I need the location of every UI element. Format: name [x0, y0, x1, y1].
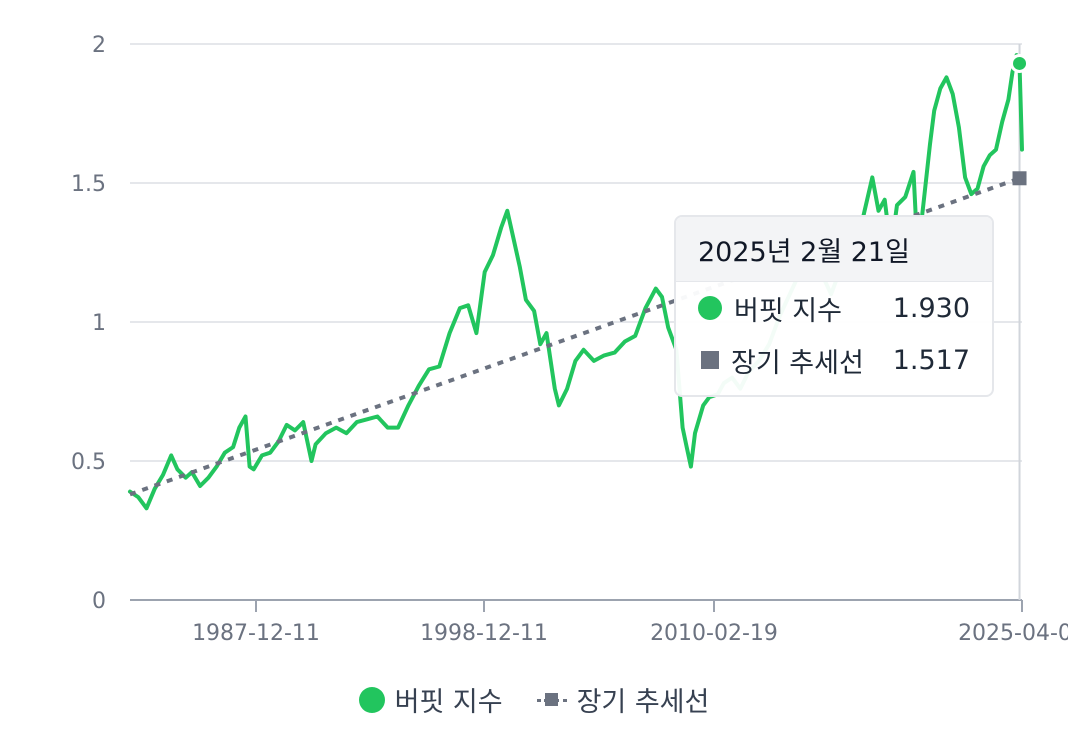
legend-item-buffett[interactable]: 버핏 지수 [358, 680, 503, 719]
active-point-buffett [1010, 53, 1030, 73]
tooltip-series-value: 1.930 [892, 292, 970, 324]
tooltip-row-buffett: 버핏 지수 1.930 [676, 282, 992, 334]
x-tick-label: 2010-02-19 [650, 621, 778, 646]
y-tick-label: 1.5 [71, 172, 106, 197]
y-tick-label: 0 [92, 589, 106, 614]
series-line-trend [129, 176, 1021, 497]
y-tick-label: 1 [92, 311, 106, 336]
legend-label: 장기 추세선 [576, 687, 710, 718]
tooltip-series-name: 장기 추세선 [731, 347, 864, 379]
circle-marker-icon [698, 296, 722, 320]
x-tick-label: 1998-12-11 [420, 621, 548, 646]
x-tick-label: 1987-12-11 [192, 621, 320, 646]
tooltip-series-name: 버핏 지수 [734, 295, 842, 327]
square-marker-icon [701, 351, 719, 369]
dotted-square-marker-icon [536, 687, 567, 713]
circle-marker-icon [358, 686, 385, 713]
active-point-trend [1012, 171, 1027, 186]
x-tick-label: 2025-04-04 [958, 621, 1068, 646]
y-tick-label: 0.5 [71, 450, 106, 475]
tooltip-title: 2025년 2월 21일 [676, 217, 992, 282]
legend-label: 버핏 지수 [394, 687, 503, 718]
y-tick-label: 2 [92, 33, 106, 58]
chart-tooltip: 2025년 2월 21일 버핏 지수 1.930 장기 추세선 1.517 [674, 215, 994, 397]
legend-item-trend[interactable]: 장기 추세선 [536, 680, 710, 719]
tooltip-row-trend: 장기 추세선 1.517 [676, 334, 992, 386]
chart-legend: 버핏 지수 장기 추세선 [0, 680, 1068, 719]
tooltip-series-value: 1.517 [892, 344, 970, 376]
